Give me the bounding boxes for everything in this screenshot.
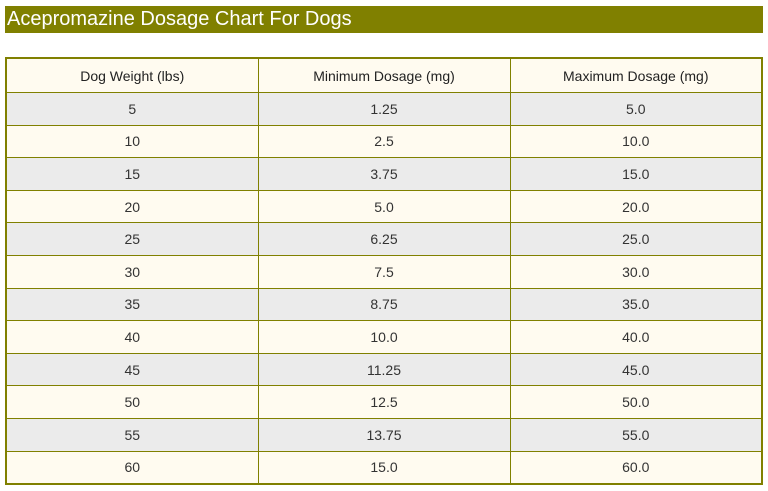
table-cell: 5	[5, 92, 259, 126]
title-bar: Acepromazine Dosage Chart For Dogs	[5, 6, 763, 33]
dosage-table: Dog Weight (lbs) Minimum Dosage (mg) Maxim…	[5, 57, 763, 486]
table-cell: 12.5	[257, 385, 511, 419]
table-cell: 35	[5, 287, 259, 322]
table-cell: 13.75	[257, 417, 511, 452]
table-cell: 5.0	[509, 92, 763, 126]
header-row: Dog Weight (lbs) Minimum Dosage (mg) Maxim…	[5, 57, 763, 93]
table-cell: 11.25	[257, 352, 511, 387]
table-cell: 50.0	[509, 385, 763, 419]
table-row: 60 15.0 60.0	[5, 450, 763, 485]
column-header: Dog Weight (lbs)	[5, 57, 259, 93]
table-cell: 5.0	[257, 189, 511, 224]
table-cell: 50	[5, 385, 259, 419]
table-row: 15 3.75 15.0	[5, 157, 763, 191]
table-cell: 10.0	[257, 320, 511, 354]
table-row: 5 1.25 5.0	[5, 92, 763, 126]
table-cell: 25	[5, 222, 259, 256]
table-cell: 60	[5, 450, 259, 485]
table-body: 5 1.25 5.0 10 2.5 10.0 15 3.75 15.0 20 5.0 20.0 25 6.…	[5, 92, 763, 485]
table-row: 10 2.5 10.0	[5, 124, 763, 159]
table-cell: 35.0	[509, 287, 763, 322]
table-cell: 55.0	[509, 417, 763, 452]
table-cell: 20.0	[509, 189, 763, 224]
table-row: 50 12.5 50.0	[5, 385, 763, 419]
table-cell: 10	[5, 124, 259, 159]
table-cell: 7.5	[257, 254, 511, 289]
table-cell: 45.0	[509, 352, 763, 387]
column-header: Minimum Dosage (mg)	[257, 57, 511, 93]
column-header: Maximum Dosage (mg)	[509, 57, 763, 93]
table-cell: 30	[5, 254, 259, 289]
table-cell: 8.75	[257, 287, 511, 322]
table-row: 40 10.0 40.0	[5, 320, 763, 354]
table-cell: 40	[5, 320, 259, 354]
table-cell: 20	[5, 189, 259, 224]
table-cell: 15.0	[509, 157, 763, 191]
table-cell: 55	[5, 417, 259, 452]
table-cell: 30.0	[509, 254, 763, 289]
table-cell: 1.25	[257, 92, 511, 126]
table-cell: 6.25	[257, 222, 511, 256]
table-cell: 60.0	[509, 450, 763, 485]
table-cell: 25.0	[509, 222, 763, 256]
table-cell: 10.0	[509, 124, 763, 159]
table-cell: 3.75	[257, 157, 511, 191]
table-cell: 15	[5, 157, 259, 191]
table-row: 25 6.25 25.0	[5, 222, 763, 256]
table-row: 35 8.75 35.0	[5, 287, 763, 322]
table-cell: 2.5	[257, 124, 511, 159]
table-cell: 40.0	[509, 320, 763, 354]
table-head: Dog Weight (lbs) Minimum Dosage (mg) Maxim…	[5, 57, 763, 93]
table-row: 30 7.5 30.0	[5, 254, 763, 289]
table-cell: 45	[5, 352, 259, 387]
table-row: 45 11.25 45.0	[5, 352, 763, 387]
table-cell: 15.0	[257, 450, 511, 485]
table-row: 55 13.75 55.0	[5, 417, 763, 452]
table-row: 20 5.0 20.0	[5, 189, 763, 224]
